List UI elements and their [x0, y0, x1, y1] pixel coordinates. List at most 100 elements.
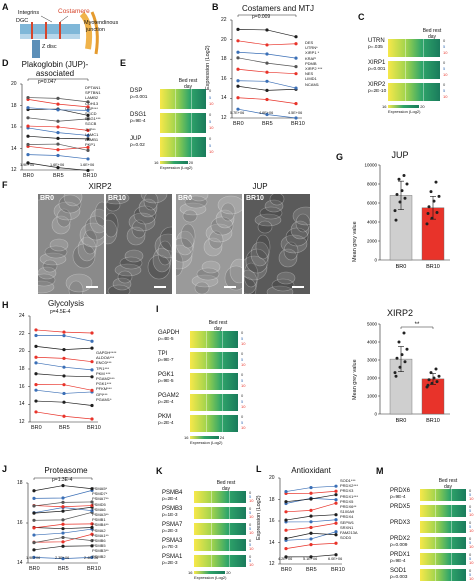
data-point: [61, 496, 65, 500]
data-point: [86, 145, 90, 150]
x-tick-label: BR10: [291, 121, 305, 127]
data-point: [62, 330, 66, 334]
color-scale-bar: [388, 105, 420, 108]
data-point: [334, 518, 338, 522]
gene-label: PRDX4: [340, 514, 354, 520]
gene-label: NCAM1: [305, 81, 320, 87]
x-tick-label: BR10: [426, 264, 440, 270]
data-point: [26, 106, 30, 110]
heatmap-pvalue: p=1E-3: [162, 513, 178, 518]
bed-rest-day-value: 0: [469, 488, 472, 493]
heatmap-gene-label: PGAM2: [158, 393, 180, 399]
data-point: [34, 388, 38, 392]
y-tick-label: 12: [269, 561, 275, 567]
panel-d-title-line1: Plakoglobin (JUP)-: [21, 60, 89, 69]
data-point: [61, 540, 65, 544]
gene-label: DSG1***: [85, 116, 101, 122]
data-point: [403, 360, 407, 364]
data-point: [56, 119, 60, 123]
bed-rest-day-value: 5: [241, 356, 244, 362]
data-point: [334, 553, 338, 557]
y-tick-label: 10000: [364, 163, 377, 168]
y-tick-label: 12: [221, 115, 227, 121]
bed-rest-day-value: 5: [469, 492, 472, 497]
color-scale-bar: [190, 436, 219, 439]
total-count-label: 1.9E+06: [20, 163, 35, 167]
heatmap-strip: [190, 415, 238, 432]
color-scale-bar: [160, 161, 188, 164]
x-tick-label: BR5: [58, 566, 69, 572]
y-tick-label: 16: [269, 518, 275, 524]
bed-rest-day-value: 0: [469, 552, 472, 557]
heatmap-gene-label: PSMA1: [162, 554, 183, 560]
panel-g-jup-bar-chart: 10000 8000 6000 4000 2000 0 BR0 BR10: [364, 163, 450, 270]
panel-b-ylabel: Expression (Log2): [205, 45, 211, 90]
gene-label: XIRP2 ***: [305, 66, 323, 72]
bed-rest-day-value: 5: [469, 508, 472, 513]
data-point: [90, 509, 94, 513]
x-tick-label: BR10: [426, 418, 440, 424]
bed-rest-day-value: 0: [249, 490, 252, 495]
data-point: [429, 190, 433, 194]
bed-rest-day-value: 0: [443, 60, 446, 65]
heatmap-pvalue: p=2E-3: [162, 561, 178, 566]
heatmap-gene-label: DSG1: [130, 112, 147, 118]
bed-rest-day-label: Bed rest day: [178, 78, 198, 90]
panel-g-chart2-ylabel: Mean grey value: [352, 359, 358, 400]
bed-rest-day-value: 5: [249, 542, 252, 547]
data-point: [402, 173, 406, 177]
data-point: [26, 161, 30, 165]
panel-b-title: Costamers and MTJ: [241, 4, 315, 13]
bed-rest-day-value: 5: [469, 572, 472, 577]
panel-e-letter: E: [120, 58, 127, 68]
data-point: [32, 533, 36, 537]
scale-min-label: 16: [184, 435, 189, 440]
heatmap-strip: [388, 61, 440, 79]
bed-rest-day-value: 5: [469, 556, 472, 561]
data-point: [90, 503, 94, 508]
data-point: [265, 112, 269, 117]
gene-label: PRDX1***: [340, 493, 359, 499]
total-count-label: 5.7E+06: [230, 111, 245, 115]
data-point: [236, 96, 240, 100]
data-point: [34, 344, 38, 348]
micrograph-label: BR0: [40, 195, 55, 202]
y-tick-label: 2000: [367, 376, 378, 381]
gene-label: PSMB1: [92, 517, 106, 523]
x-tick-label: BR5: [262, 121, 273, 127]
data-point: [294, 102, 298, 106]
label-dgc: DGC: [16, 18, 29, 24]
data-point: [56, 136, 60, 140]
gene-label: PKP1: [85, 142, 96, 148]
bed-rest-day-label: Bed rest day: [422, 28, 442, 40]
data-point: [426, 383, 430, 387]
x-tick-label: BR0: [23, 173, 34, 179]
bed-rest-day-value: 0: [241, 351, 244, 356]
bed-rest-day-value: 10: [469, 528, 474, 533]
gene-label: LAMB2: [85, 95, 99, 101]
data-point: [56, 125, 60, 129]
bed-rest-day-value: 0: [249, 522, 252, 527]
data-point: [309, 520, 313, 524]
x-tick-label: BR10: [83, 173, 97, 179]
heatmap-pvalue: p=0.02: [130, 143, 145, 148]
data-point: [265, 43, 269, 47]
gene-label: PDMB: [305, 60, 317, 66]
gene-label: PSMA3**: [92, 512, 109, 518]
data-point: [236, 27, 240, 31]
bed-rest-day-value: 10: [209, 101, 214, 107]
tendon-fiber: [90, 11, 99, 55]
data-point: [86, 148, 90, 153]
heatmap-pvalue: p=9E-4: [390, 495, 406, 500]
bed-rest-day-value: 0: [241, 414, 244, 419]
x-tick-label: BR0: [31, 425, 42, 431]
total-count-label: 4.6E+06: [259, 111, 274, 115]
data-point: [425, 222, 429, 226]
data-point: [56, 102, 60, 106]
significance-bracket: [237, 14, 297, 17]
data-point: [393, 371, 397, 375]
panel-d-lines: [20, 78, 94, 173]
bed-rest-day-value: 5: [469, 524, 472, 529]
panel-b-lines: [230, 14, 302, 120]
data-point: [62, 383, 66, 387]
